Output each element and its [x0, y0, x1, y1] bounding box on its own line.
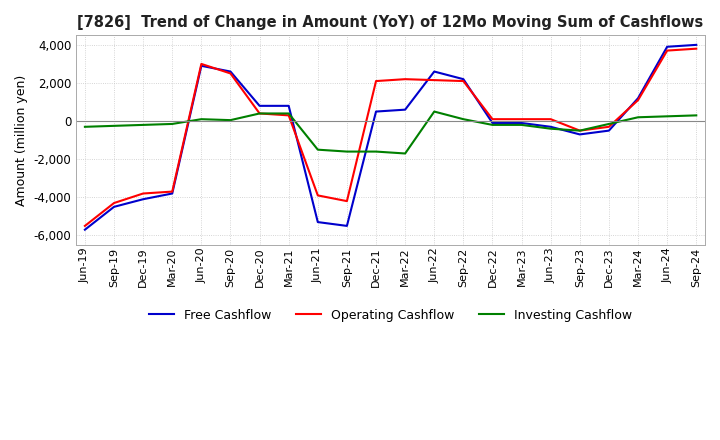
Operating Cashflow	[197, 61, 206, 66]
Line: Investing Cashflow: Investing Cashflow	[85, 112, 696, 154]
Operating Cashflow	[284, 113, 293, 118]
Investing Cashflow	[605, 121, 613, 127]
Operating Cashflow	[401, 77, 410, 82]
Free Cashflow	[372, 109, 380, 114]
Free Cashflow	[546, 124, 555, 129]
Investing Cashflow	[517, 122, 526, 128]
Investing Cashflow	[663, 114, 672, 119]
Free Cashflow	[256, 103, 264, 109]
Operating Cashflow	[605, 124, 613, 129]
Free Cashflow	[430, 69, 438, 74]
Line: Free Cashflow: Free Cashflow	[85, 45, 696, 230]
Free Cashflow	[197, 63, 206, 69]
Legend: Free Cashflow, Operating Cashflow, Investing Cashflow: Free Cashflow, Operating Cashflow, Inves…	[144, 304, 637, 327]
Operating Cashflow	[81, 223, 89, 228]
Investing Cashflow	[226, 117, 235, 123]
Free Cashflow	[139, 197, 148, 202]
Investing Cashflow	[168, 121, 176, 127]
Y-axis label: Amount (million yen): Amount (million yen)	[15, 74, 28, 206]
Free Cashflow	[488, 121, 497, 126]
Investing Cashflow	[430, 109, 438, 114]
Line: Operating Cashflow: Operating Cashflow	[85, 49, 696, 226]
Free Cashflow	[692, 42, 701, 48]
Investing Cashflow	[575, 128, 584, 133]
Free Cashflow	[663, 44, 672, 49]
Investing Cashflow	[343, 149, 351, 154]
Investing Cashflow	[109, 123, 118, 128]
Free Cashflow	[313, 220, 322, 225]
Free Cashflow	[634, 95, 642, 101]
Operating Cashflow	[226, 71, 235, 76]
Operating Cashflow	[256, 111, 264, 116]
Investing Cashflow	[634, 115, 642, 120]
Investing Cashflow	[313, 147, 322, 152]
Operating Cashflow	[663, 48, 672, 53]
Investing Cashflow	[197, 117, 206, 122]
Investing Cashflow	[692, 113, 701, 118]
Operating Cashflow	[459, 78, 468, 84]
Operating Cashflow	[139, 191, 148, 196]
Free Cashflow	[284, 103, 293, 109]
Free Cashflow	[605, 128, 613, 133]
Free Cashflow	[81, 227, 89, 232]
Investing Cashflow	[546, 126, 555, 132]
Operating Cashflow	[546, 117, 555, 122]
Free Cashflow	[517, 121, 526, 126]
Free Cashflow	[343, 223, 351, 228]
Investing Cashflow	[488, 122, 497, 128]
Investing Cashflow	[372, 149, 380, 154]
Operating Cashflow	[692, 46, 701, 51]
Free Cashflow	[575, 132, 584, 137]
Free Cashflow	[226, 69, 235, 74]
Free Cashflow	[109, 204, 118, 209]
Investing Cashflow	[401, 151, 410, 156]
Investing Cashflow	[139, 122, 148, 128]
Operating Cashflow	[343, 198, 351, 204]
Operating Cashflow	[430, 77, 438, 83]
Investing Cashflow	[459, 117, 468, 122]
Operating Cashflow	[372, 78, 380, 84]
Operating Cashflow	[488, 117, 497, 122]
Operating Cashflow	[109, 200, 118, 205]
Investing Cashflow	[256, 111, 264, 116]
Free Cashflow	[459, 77, 468, 82]
Operating Cashflow	[634, 98, 642, 103]
Investing Cashflow	[81, 124, 89, 129]
Investing Cashflow	[284, 111, 293, 116]
Operating Cashflow	[313, 193, 322, 198]
Title: [7826]  Trend of Change in Amount (YoY) of 12Mo Moving Sum of Cashflows: [7826] Trend of Change in Amount (YoY) o…	[78, 15, 703, 30]
Operating Cashflow	[575, 128, 584, 133]
Free Cashflow	[168, 191, 176, 196]
Free Cashflow	[401, 107, 410, 112]
Operating Cashflow	[168, 189, 176, 194]
Operating Cashflow	[517, 117, 526, 122]
